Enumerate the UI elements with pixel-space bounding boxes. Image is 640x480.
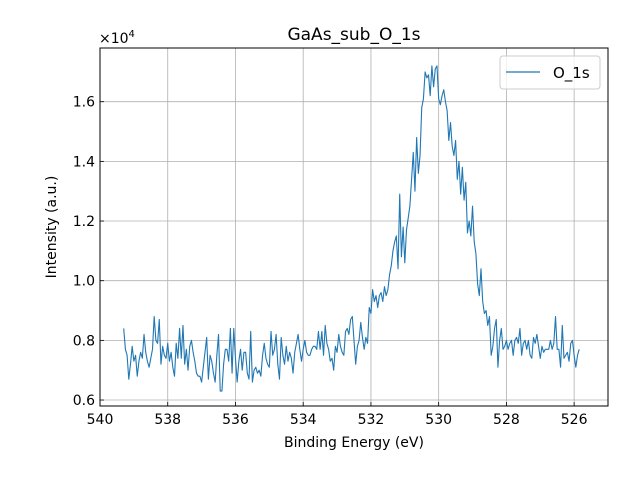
y-offset-exponent: 4 xyxy=(129,29,135,40)
x-tick-label: 536 xyxy=(222,412,249,428)
y-axis-label: Intensity (a.u.) xyxy=(44,176,60,279)
legend: O_1s xyxy=(499,55,601,90)
x-tick-label: 528 xyxy=(493,412,520,428)
y-axis-ticks: 0.6 0.8 1.0 1.2 1.4 1.6 xyxy=(73,95,104,409)
y-tick-label: 1.4 xyxy=(73,154,95,170)
x-tick-label: 526 xyxy=(561,412,588,428)
x-axis-ticks: 540 538 536 534 532 530 528 526 xyxy=(87,402,588,428)
x-tick-label: 532 xyxy=(358,412,385,428)
y-tick-label: 0.8 xyxy=(73,333,95,349)
legend-label-o-1s: O_1s xyxy=(553,64,590,83)
x-axis-label: Binding Energy (eV) xyxy=(284,435,424,451)
y-tick-label: 1.6 xyxy=(73,95,95,111)
plot-area-frame xyxy=(99,47,609,407)
y-tick-label: 1.2 xyxy=(73,214,95,230)
legend-box xyxy=(499,55,601,90)
y-offset-base: ×10 xyxy=(99,31,129,47)
y-tick-label: 0.6 xyxy=(73,393,95,409)
series-line-o-1s xyxy=(123,65,580,392)
y-tick-label: 1.0 xyxy=(73,274,95,290)
chart-title: GaAs_sub_O_1s xyxy=(287,25,420,45)
x-tick-label: 530 xyxy=(425,412,452,428)
x-tick-label: 534 xyxy=(290,412,317,428)
x-tick-label: 540 xyxy=(87,412,114,428)
series-layer xyxy=(123,65,580,392)
y-offset-multiplier: ×104 xyxy=(99,29,135,47)
x-tick-label: 538 xyxy=(154,412,181,428)
